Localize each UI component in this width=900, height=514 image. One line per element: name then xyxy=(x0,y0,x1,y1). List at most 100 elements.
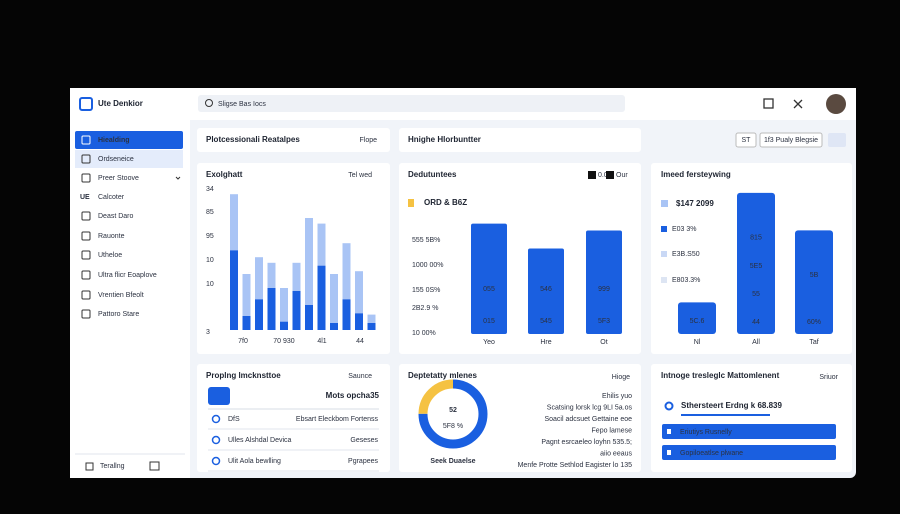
nav-item: Hiealding xyxy=(98,137,130,144)
button-label: ST xyxy=(742,137,752,144)
bar-label: 55 xyxy=(752,291,760,298)
bar-segment xyxy=(267,288,276,330)
bar-label: 44 xyxy=(752,319,760,326)
x-label: Yeo xyxy=(483,339,495,346)
x-label: Hre xyxy=(540,339,551,346)
share-icon[interactable] xyxy=(793,99,803,109)
x-label: Ot xyxy=(600,339,607,346)
search-box[interactable] xyxy=(198,95,625,112)
bar-segment xyxy=(267,262,276,288)
bar-label: 545 xyxy=(540,318,552,325)
axis-label: 34 xyxy=(206,186,214,193)
x-label: 70 930 xyxy=(273,338,295,345)
panel xyxy=(197,128,390,152)
row-icon xyxy=(211,435,221,445)
nav-icon xyxy=(81,231,91,241)
bar xyxy=(678,302,716,334)
nav-item: Ultra flicr Eoaplove xyxy=(98,272,157,279)
bar-segment xyxy=(292,290,301,330)
bar-segment xyxy=(305,304,313,330)
stat-line: Pagnt esrcaeleo loyhn 535.5; xyxy=(541,439,632,446)
button[interactable] xyxy=(735,132,757,148)
nav-icon xyxy=(81,250,91,260)
radio[interactable] xyxy=(664,401,674,411)
panel-title: Proplng lmcknsttoe xyxy=(206,371,281,380)
footer-icon[interactable] xyxy=(149,461,160,471)
bar-segment xyxy=(330,323,338,330)
bar-segment xyxy=(242,274,251,316)
button[interactable] xyxy=(828,133,846,147)
stat-line: Menfe Protte Sethlod Eagister lo 135 xyxy=(518,462,633,469)
action-button[interactable] xyxy=(662,424,836,439)
sidebar-footer: Terallng xyxy=(100,463,125,470)
row-icon xyxy=(211,456,221,466)
nav-icon xyxy=(81,309,91,319)
nav-icon: UE xyxy=(80,194,90,201)
axis-label: 3 xyxy=(206,329,210,336)
nav-item: Utheloe xyxy=(98,252,122,259)
legend-swatch xyxy=(606,171,614,179)
bar-label: 055 xyxy=(483,286,495,293)
bar-segment xyxy=(242,316,251,330)
bar-segment xyxy=(230,194,238,251)
bar-segment xyxy=(280,321,288,330)
bar-segment xyxy=(280,288,288,322)
nav-icon xyxy=(81,154,91,164)
bar-label: 815 xyxy=(750,235,762,242)
bag-icon[interactable] xyxy=(763,98,774,109)
nav-item: Pattoro Stare xyxy=(98,311,139,318)
active-item[interactable] xyxy=(75,131,183,149)
row-value: Geseses xyxy=(350,437,378,444)
search-placeholder: Sligse Bas Iocs xyxy=(218,101,266,108)
bar xyxy=(795,230,833,334)
button[interactable] xyxy=(759,132,823,148)
panel xyxy=(197,364,390,472)
nav-icon xyxy=(81,135,91,145)
nav-item: Deast Daro xyxy=(98,213,134,220)
row-value: Ebsart Eleckbom Fortenss xyxy=(296,416,379,423)
bar xyxy=(528,248,564,334)
panel-action: Flope xyxy=(359,137,377,144)
nav-icon xyxy=(81,270,91,280)
bar-segment xyxy=(355,313,363,330)
search-button[interactable] xyxy=(208,387,230,405)
lock-icon xyxy=(85,462,94,471)
radio-label: Sthersteert Erdng k 68.839 xyxy=(681,401,782,410)
donut-segment xyxy=(418,379,488,449)
button-label: 1f3 Pualy Blegsie xyxy=(764,137,818,144)
avatar[interactable] xyxy=(826,94,846,114)
stat-line: aiio eeaus xyxy=(600,450,632,457)
x-label: Nl xyxy=(694,339,701,346)
bar-segment xyxy=(342,243,351,300)
action-button[interactable] xyxy=(662,445,836,460)
headline-icon xyxy=(661,200,668,207)
x-label: 44 xyxy=(356,338,364,345)
nav-item: Preer Stoove xyxy=(98,175,139,182)
dropdown: Sriuor xyxy=(819,374,838,381)
bar-segment xyxy=(317,223,326,266)
axis-label: 10 xyxy=(206,257,214,264)
panel-title: Intnoge tresleglc Mattomlenent xyxy=(661,371,780,380)
legend-swatch xyxy=(588,171,596,179)
bar-label: 5C.6 xyxy=(690,318,705,325)
bar-label: 546 xyxy=(540,286,552,293)
bar-segment xyxy=(317,265,326,330)
bar xyxy=(471,223,507,334)
bar-label: 60% xyxy=(807,319,821,326)
nav-icon xyxy=(81,173,91,183)
bar-segment xyxy=(367,323,376,330)
bar-label: 5F3 xyxy=(598,318,610,325)
x-label: 4l1 xyxy=(317,338,326,345)
panel xyxy=(399,128,641,152)
nav-icon xyxy=(81,290,91,300)
hover-item[interactable] xyxy=(75,150,183,168)
stat-line: Ehilis yuo xyxy=(602,393,632,400)
x-label: All xyxy=(752,339,760,346)
bar-segment xyxy=(292,262,301,291)
nav-item: Ordseneice xyxy=(98,156,134,163)
logo-icon xyxy=(79,97,93,111)
logo: Ute Denkior xyxy=(98,99,143,108)
axis-label: 95 xyxy=(206,233,214,240)
bar-label: 015 xyxy=(483,318,495,325)
bar-segment xyxy=(342,299,351,330)
